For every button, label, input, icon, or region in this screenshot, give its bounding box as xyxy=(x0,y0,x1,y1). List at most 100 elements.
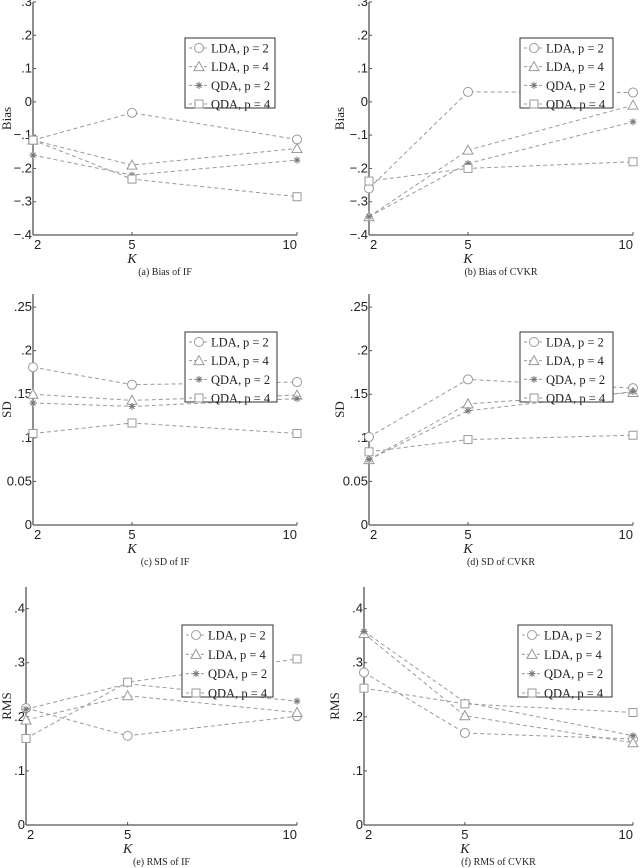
y-tick-label: 0 xyxy=(361,517,368,532)
y-tick-label: .2 xyxy=(357,27,368,42)
y-tick-label: .2 xyxy=(357,343,368,358)
legend-marker-triangle xyxy=(526,648,538,659)
series-square xyxy=(364,430,638,457)
data-point-triangle xyxy=(462,144,474,155)
series-line xyxy=(368,161,634,182)
legend-marker-circle xyxy=(529,43,539,53)
legend-entry: LDA, p = 4 xyxy=(546,60,604,74)
series-asterisk xyxy=(29,151,301,179)
y-tick-label: 0.05 xyxy=(7,473,32,488)
series-square xyxy=(359,683,638,717)
y-tick-label: −.2 xyxy=(14,160,32,175)
legend-entry: LDA, p = 4 xyxy=(546,354,604,368)
x-axis-label: K xyxy=(122,842,133,857)
series-square xyxy=(364,157,638,186)
data-point-circle xyxy=(364,431,374,442)
series-line xyxy=(25,695,298,721)
legend-marker-triangle xyxy=(528,60,540,72)
legend-entry: QDA, p = 2 xyxy=(546,79,605,93)
data-point-square xyxy=(359,683,369,693)
y-tick-label: .25 xyxy=(350,299,368,314)
y-tick-label: .3 xyxy=(21,0,32,9)
subplot-caption: (f) RMS of CVKR xyxy=(461,857,536,868)
y-tick-label: .4 xyxy=(14,601,25,616)
legend-entry: QDA, p = 4 xyxy=(211,98,271,112)
y-tick-label: −.4 xyxy=(350,227,368,242)
series-line xyxy=(32,139,298,166)
legend-entry: QDA, p = 4 xyxy=(208,687,268,701)
x-axis-label: K xyxy=(126,542,137,557)
y-axis-label: RMS xyxy=(0,692,14,719)
legend-marker-circle xyxy=(194,337,204,347)
subplot-caption: (c) SD of IF xyxy=(141,557,190,568)
data-point-square xyxy=(628,430,638,440)
subplot-f: .4 .3 .2 .1 02 5 10 RMS K(f) RMS of CVKR LDA, p =… xyxy=(327,587,639,868)
legend-marker-asterisk xyxy=(195,375,203,383)
data-point-circle xyxy=(28,362,38,373)
legend-marker-square xyxy=(527,688,537,698)
legend-entry: LDA, p = 4 xyxy=(208,648,266,662)
legend: LDA, p = 2 LDA, p = 4 QDA, p = 2 QDA, p = 4 xyxy=(181,624,274,701)
x-tick-label: 5 xyxy=(128,527,135,542)
y-tick-label: −.2 xyxy=(350,160,368,175)
legend-marker-triangle xyxy=(193,354,205,366)
legend-entry: LDA, p = 2 xyxy=(546,42,604,56)
y-axis-label: SD xyxy=(332,401,347,418)
data-point-square xyxy=(463,435,473,445)
legend-entry: LDA, p = 2 xyxy=(544,629,602,643)
data-point-circle xyxy=(459,728,470,739)
data-point-asterisk xyxy=(293,395,301,403)
x-tick-label: 2 xyxy=(365,827,372,842)
data-point-asterisk xyxy=(128,402,136,410)
series-asterisk xyxy=(29,395,301,410)
data-point-square xyxy=(127,174,137,184)
data-point-square xyxy=(292,654,302,664)
series-line xyxy=(25,707,298,737)
subplot-e: .4 .3 .2 .1 02 5 10 RMS K(e) RMS of IF LDA, p = 2… xyxy=(0,587,303,868)
y-tick-label: .3 xyxy=(352,655,363,670)
series-circle xyxy=(21,703,302,741)
x-tick-label: 10 xyxy=(619,527,633,542)
legend-marker-circle xyxy=(529,337,539,347)
x-tick-label: 5 xyxy=(461,827,468,842)
y-tick-label: .15 xyxy=(14,386,32,401)
subplot-c: .25 .2 .15 .1 0.05 02 5 10 SD K (c) SD of IF LDA, p… xyxy=(0,294,303,568)
y-tick-label: .3 xyxy=(14,655,25,670)
data-point-triangle xyxy=(27,388,39,399)
y-tick-label: .1 xyxy=(352,763,363,778)
series-line xyxy=(32,422,298,434)
data-point-asterisk xyxy=(365,213,373,221)
x-axis-label: K xyxy=(462,252,473,267)
y-tick-label: 0 xyxy=(25,517,32,532)
series-triangle xyxy=(363,99,639,222)
subplot-b: .3 .2 .1 0 −.1 −.2 −.3 −.42 5 10 Bias K(b) Bias of … xyxy=(332,0,639,278)
x-tick-label: 10 xyxy=(619,827,633,842)
data-point-asterisk xyxy=(29,151,37,159)
subplot-caption: (d) SD of CVKR xyxy=(467,557,535,568)
x-axis-label: K xyxy=(462,542,473,557)
y-tick-label: 0 xyxy=(356,817,363,832)
legend-entry: LDA, p = 4 xyxy=(544,648,602,662)
legend-entry: LDA, p = 2 xyxy=(546,336,604,350)
legend-entry: QDA, p = 2 xyxy=(546,373,605,387)
legend-entry: QDA, p = 2 xyxy=(208,667,267,681)
data-point-square xyxy=(364,176,374,186)
data-point-asterisk xyxy=(464,407,472,415)
legend-marker-triangle xyxy=(528,354,540,366)
series-line xyxy=(368,104,634,218)
y-tick-label: −.4 xyxy=(14,227,32,242)
data-point-triangle xyxy=(121,689,134,701)
y-tick-label: −.3 xyxy=(14,194,32,209)
legend-marker-asterisk xyxy=(192,670,200,678)
series-asterisk xyxy=(365,388,637,464)
data-point-asterisk xyxy=(293,697,301,705)
series-triangle xyxy=(27,134,303,170)
data-point-circle xyxy=(127,107,137,118)
y-tick-label: .25 xyxy=(14,299,32,314)
y-tick-label: .2 xyxy=(21,343,32,358)
x-tick-label: 10 xyxy=(283,527,297,542)
x-tick-label: 5 xyxy=(128,237,135,252)
y-tick-label: −.3 xyxy=(350,194,368,209)
legend-entry: LDA, p = 2 xyxy=(208,629,266,643)
